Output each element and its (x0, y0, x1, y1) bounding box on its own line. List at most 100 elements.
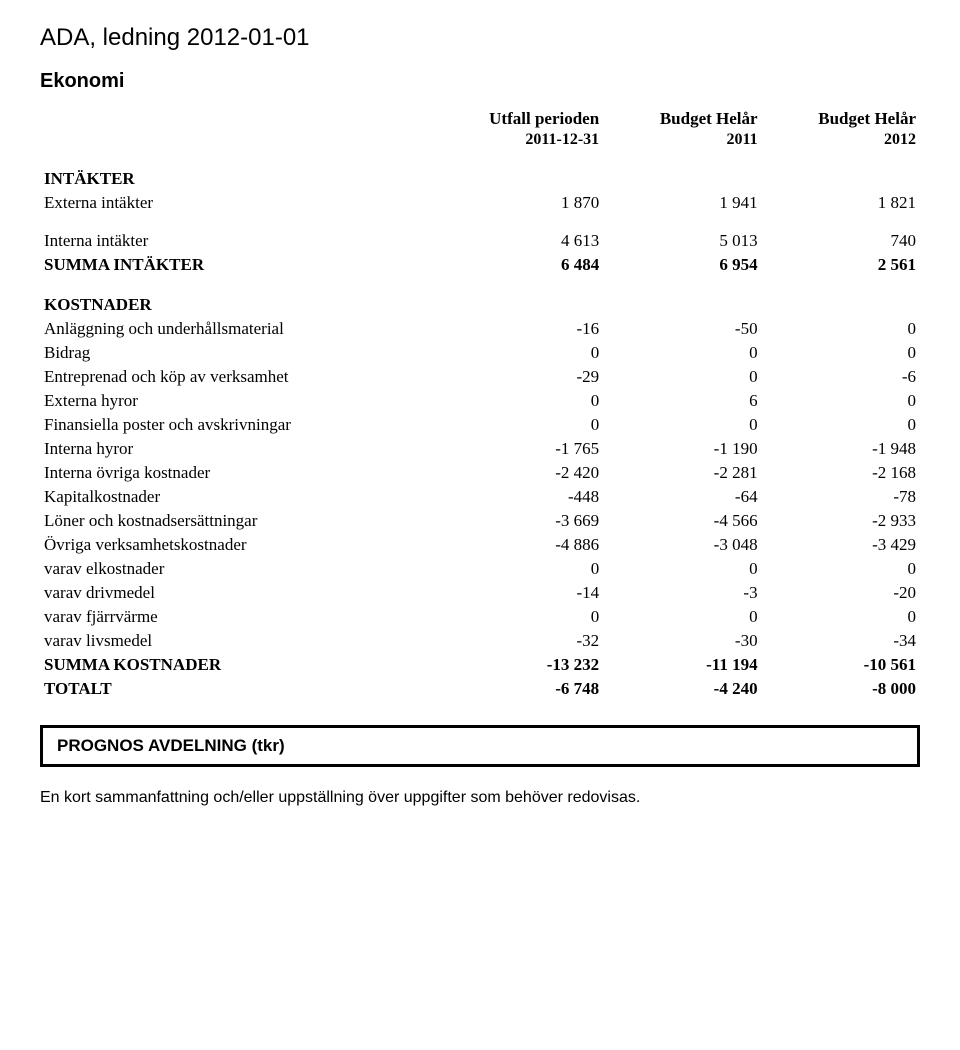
col3-line2: 2012 (884, 131, 916, 148)
table-row: Interna intäkter4 6135 013740 (40, 215, 920, 253)
col1-line1: Utfall perioden (489, 109, 599, 128)
sum-row-intakter: SUMMA INTÄKTER6 4846 9542 561 (40, 253, 920, 277)
row-label: Entreprenad och köp av verksamhet (40, 365, 445, 389)
row-value: 0 (445, 605, 603, 629)
table-row: Entreprenad och köp av verksamhet-290-6 (40, 365, 920, 389)
row-value: 0 (762, 317, 920, 341)
row-value: 0 (762, 605, 920, 629)
row-label: Externa intäkter (40, 191, 445, 215)
empty-cell (762, 277, 920, 317)
row-label: Externa hyror (40, 389, 445, 413)
table-row: varav livsmedel-32-30-34 (40, 629, 920, 653)
section-heading-ekonomi: Ekonomi (40, 70, 920, 93)
row-value: 0 (445, 389, 603, 413)
row-label: Finansiella poster och avskrivningar (40, 413, 445, 437)
row-label: TOTALT (40, 677, 445, 701)
row-label: Löner och kostnadsersättningar (40, 509, 445, 533)
sum-row-kostnader: SUMMA KOSTNADER-13 232-11 194-10 561 (40, 653, 920, 677)
table-row: varav elkostnader000 (40, 557, 920, 581)
table-row: varav drivmedel-14-3-20 (40, 581, 920, 605)
row-value: -2 420 (445, 461, 603, 485)
row-label: Bidrag (40, 341, 445, 365)
row-value: -2 168 (762, 461, 920, 485)
row-value: 0 (445, 557, 603, 581)
row-value: 0 (603, 413, 761, 437)
row-value: 0 (762, 341, 920, 365)
empty-cell (603, 151, 761, 191)
row-value: 0 (762, 413, 920, 437)
col-header-budget-2011: Budget Helår 2011 (603, 107, 761, 151)
row-value: -8 000 (762, 677, 920, 701)
row-value: -16 (445, 317, 603, 341)
row-value: 1 821 (762, 191, 920, 215)
table-row: Finansiella poster och avskrivningar000 (40, 413, 920, 437)
row-value: 740 (762, 215, 920, 253)
row-value: 0 (603, 365, 761, 389)
row-value: 5 013 (603, 215, 761, 253)
row-value: 0 (762, 557, 920, 581)
prognos-value (480, 734, 907, 758)
row-value: 0 (603, 341, 761, 365)
finance-table: Utfall perioden 2011-12-31 Budget Helår … (40, 107, 920, 701)
row-label: Övriga verksamhetskostnader (40, 533, 445, 557)
row-value: -50 (603, 317, 761, 341)
row-value: -11 194 (603, 653, 761, 677)
col-header-budget-2012: Budget Helår 2012 (762, 107, 920, 151)
row-value: -64 (603, 485, 761, 509)
row-value: -20 (762, 581, 920, 605)
footnote-text: En kort sammanfattning och/eller uppstäl… (40, 789, 920, 807)
row-value: -3 048 (603, 533, 761, 557)
table-row: Externa hyror060 (40, 389, 920, 413)
row-value: 0 (762, 389, 920, 413)
row-label: varav drivmedel (40, 581, 445, 605)
row-label: SUMMA KOSTNADER (40, 653, 445, 677)
row-value: -32 (445, 629, 603, 653)
row-value: -78 (762, 485, 920, 509)
row-value: -3 (603, 581, 761, 605)
group-header-label: KOSTNADER (40, 277, 445, 317)
col1-line2: 2011-12-31 (525, 131, 599, 148)
group-header-label: INTÄKTER (40, 151, 445, 191)
row-value: 1 941 (603, 191, 761, 215)
row-value: -4 886 (445, 533, 603, 557)
row-value: 0 (445, 341, 603, 365)
table-row: Bidrag000 (40, 341, 920, 365)
row-value: -6 748 (445, 677, 603, 701)
row-value: -30 (603, 629, 761, 653)
row-label: varav elkostnader (40, 557, 445, 581)
row-value: -2 933 (762, 509, 920, 533)
row-value: 0 (603, 557, 761, 581)
col2-line2: 2011 (726, 131, 757, 148)
row-value: -4 566 (603, 509, 761, 533)
row-label: Interna intäkter (40, 215, 445, 253)
col3-line1: Budget Helår (818, 109, 916, 128)
row-value: -4 240 (603, 677, 761, 701)
row-label: Interna hyror (40, 437, 445, 461)
row-value: 6 484 (445, 253, 603, 277)
row-value: -1 190 (603, 437, 761, 461)
prognos-box: PROGNOS AVDELNING (tkr) (40, 725, 920, 767)
row-label: Interna övriga kostnader (40, 461, 445, 485)
row-value: -13 232 (445, 653, 603, 677)
table-row: Interna hyror-1 765-1 190-1 948 (40, 437, 920, 461)
row-label: varav livsmedel (40, 629, 445, 653)
row-label: varav fjärrvärme (40, 605, 445, 629)
table-row: Interna övriga kostnader-2 420-2 281-2 1… (40, 461, 920, 485)
prognos-label: PROGNOS AVDELNING (tkr) (53, 734, 480, 758)
row-value: 6 (603, 389, 761, 413)
row-value: -10 561 (762, 653, 920, 677)
table-row: Löner och kostnadsersättningar-3 669-4 5… (40, 509, 920, 533)
empty-cell (762, 151, 920, 191)
table-header-row: Utfall perioden 2011-12-31 Budget Helår … (40, 107, 920, 151)
row-value: 1 870 (445, 191, 603, 215)
row-value: 6 954 (603, 253, 761, 277)
row-label: Kapitalkostnader (40, 485, 445, 509)
row-value: -2 281 (603, 461, 761, 485)
col-header-utfall: Utfall perioden 2011-12-31 (445, 107, 603, 151)
table-row: Övriga verksamhetskostnader-4 886-3 048-… (40, 533, 920, 557)
empty-cell (445, 151, 603, 191)
row-value: -448 (445, 485, 603, 509)
row-value: -1 948 (762, 437, 920, 461)
row-value: 0 (445, 413, 603, 437)
row-value: -3 669 (445, 509, 603, 533)
